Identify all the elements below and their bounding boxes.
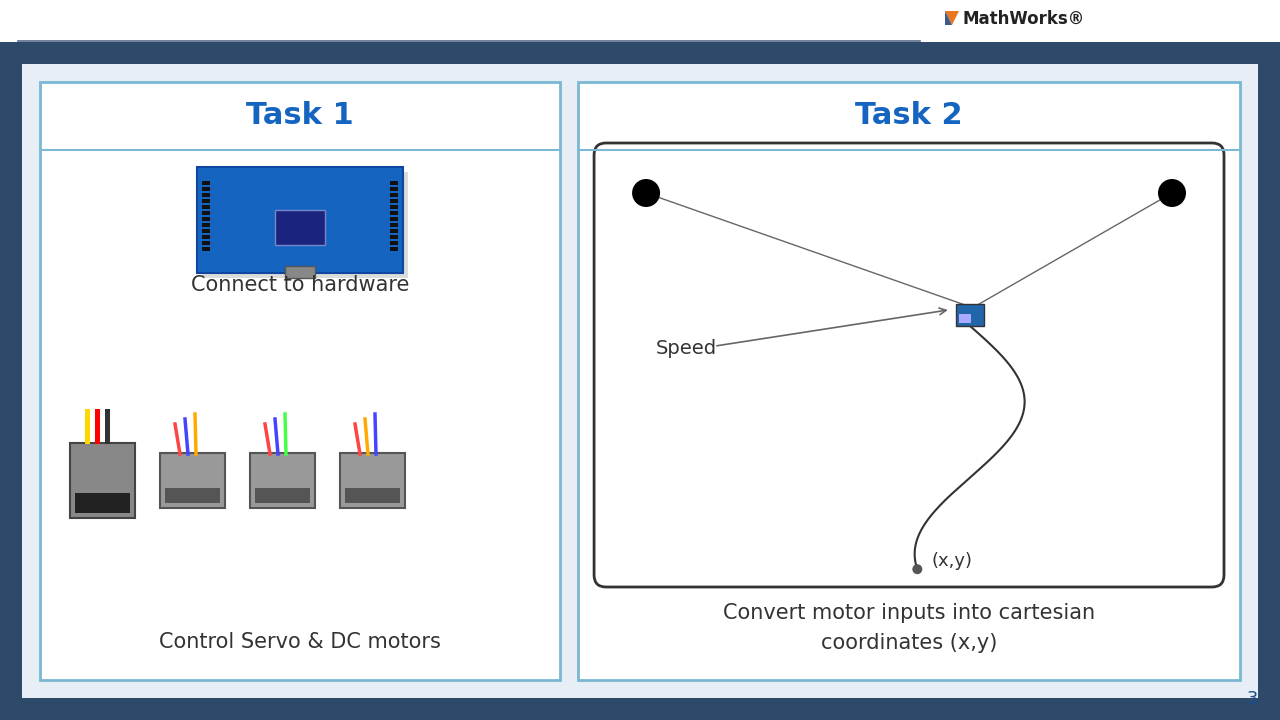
Bar: [390, 217, 398, 221]
Circle shape: [632, 179, 660, 207]
Bar: [95, 409, 100, 444]
Circle shape: [1158, 179, 1187, 207]
Text: MathWorks®: MathWorks®: [963, 10, 1085, 28]
Bar: [202, 187, 210, 191]
Text: Task 1: Task 1: [246, 102, 353, 130]
Bar: [340, 453, 404, 508]
Bar: [285, 266, 315, 278]
Bar: [202, 235, 210, 239]
Bar: [956, 304, 983, 325]
Text: Speed: Speed: [657, 338, 717, 358]
Bar: [390, 181, 398, 185]
Bar: [250, 453, 315, 508]
Bar: [275, 210, 325, 245]
Bar: [390, 241, 398, 245]
Bar: [22, 64, 1258, 698]
Text: Convert motor inputs into cartesian
coordinates (x,y): Convert motor inputs into cartesian coor…: [723, 603, 1096, 653]
Bar: [390, 193, 398, 197]
Bar: [202, 205, 210, 209]
Bar: [202, 223, 210, 227]
Bar: [105, 409, 110, 444]
Bar: [165, 488, 220, 503]
Bar: [390, 205, 398, 209]
Text: 3: 3: [1247, 690, 1258, 708]
Bar: [390, 229, 398, 233]
Text: (x,y): (x,y): [932, 552, 973, 570]
Bar: [202, 229, 210, 233]
Bar: [84, 409, 90, 444]
Bar: [202, 247, 210, 251]
Bar: [390, 211, 398, 215]
Bar: [70, 443, 134, 518]
FancyBboxPatch shape: [197, 167, 403, 273]
Bar: [202, 193, 210, 197]
Polygon shape: [945, 11, 952, 25]
FancyBboxPatch shape: [579, 82, 1240, 680]
Text: Task 2: Task 2: [855, 102, 963, 130]
Bar: [390, 223, 398, 227]
Bar: [959, 314, 970, 323]
Bar: [202, 181, 210, 185]
FancyBboxPatch shape: [594, 143, 1224, 587]
Text: Control Servo & DC motors: Control Servo & DC motors: [159, 632, 442, 652]
FancyBboxPatch shape: [40, 82, 561, 680]
Text: Connect to hardware: Connect to hardware: [191, 275, 410, 295]
Bar: [202, 241, 210, 245]
Bar: [390, 247, 398, 251]
Bar: [202, 211, 210, 215]
Bar: [0, 0, 1280, 42]
Bar: [390, 187, 398, 191]
Bar: [390, 199, 398, 203]
Bar: [202, 199, 210, 203]
Bar: [160, 453, 225, 508]
Circle shape: [913, 564, 923, 575]
Bar: [255, 488, 310, 503]
Bar: [346, 488, 399, 503]
Bar: [76, 493, 131, 513]
Bar: [202, 217, 210, 221]
Bar: [390, 235, 398, 239]
Polygon shape: [945, 11, 959, 25]
FancyBboxPatch shape: [202, 172, 408, 278]
